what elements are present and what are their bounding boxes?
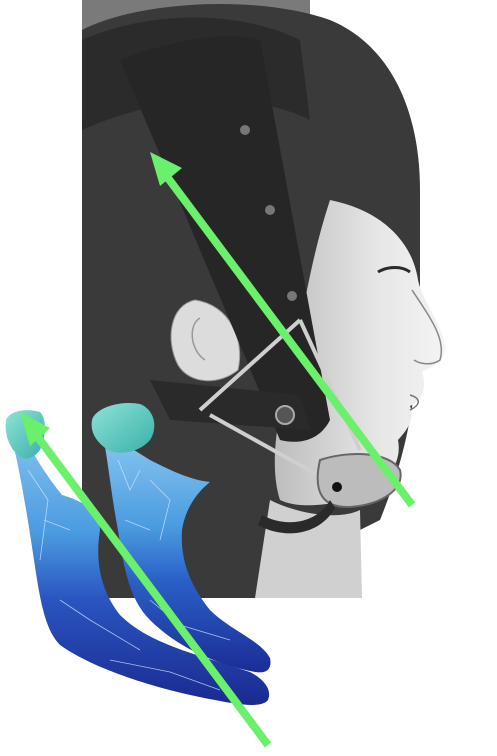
force-arrow-head	[150, 152, 416, 508]
mandible-mesh-right	[91, 402, 271, 673]
force-arrow-mandible	[20, 412, 272, 748]
chincap-strap	[82, 17, 402, 534]
